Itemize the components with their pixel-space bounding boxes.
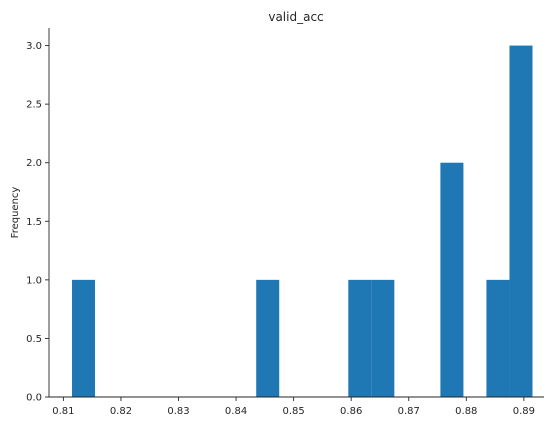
y-tick-label: 1.5 [26, 217, 42, 228]
x-tick-label: 0.81 [52, 406, 74, 417]
y-tick-label: 1.0 [26, 275, 42, 286]
chart-title: valid_acc [268, 10, 323, 24]
x-tick-label: 0.85 [282, 406, 304, 417]
x-tick-label: 0.87 [398, 406, 420, 417]
histogram-bar-5 [440, 162, 464, 397]
histogram-bar-2 [256, 279, 280, 397]
y-axis-label: Frequency [10, 187, 21, 239]
x-tick-label: 0.86 [340, 406, 362, 417]
y-tick-label: 2.0 [26, 158, 42, 169]
bars-group [72, 45, 533, 397]
x-tick-label: 0.82 [110, 406, 132, 417]
x-tick-label: 0.83 [167, 406, 189, 417]
x-tick-label: 0.89 [513, 406, 535, 417]
x-tick-label: 0.84 [225, 406, 247, 417]
y-tick-label: 2.5 [26, 100, 42, 111]
y-axis-ticks: 0.0 0.5 1.0 1.5 2.0 2.5 3.0 [26, 41, 49, 404]
y-tick-label: 0.5 [26, 334, 42, 345]
histogram-bar-6 [486, 279, 510, 397]
histogram-bar-3 [348, 279, 372, 397]
histogram-bar-7 [509, 45, 533, 397]
histogram-bar-4 [371, 279, 395, 397]
y-tick-label: 3.0 [26, 41, 42, 52]
x-axis-ticks: 0.81 0.82 0.83 0.84 0.85 0.86 0.87 0.88 0.89 [52, 397, 535, 417]
histogram-bar-1 [72, 279, 96, 397]
y-tick-label: 0.0 [26, 393, 42, 404]
x-tick-label: 0.88 [455, 406, 477, 417]
